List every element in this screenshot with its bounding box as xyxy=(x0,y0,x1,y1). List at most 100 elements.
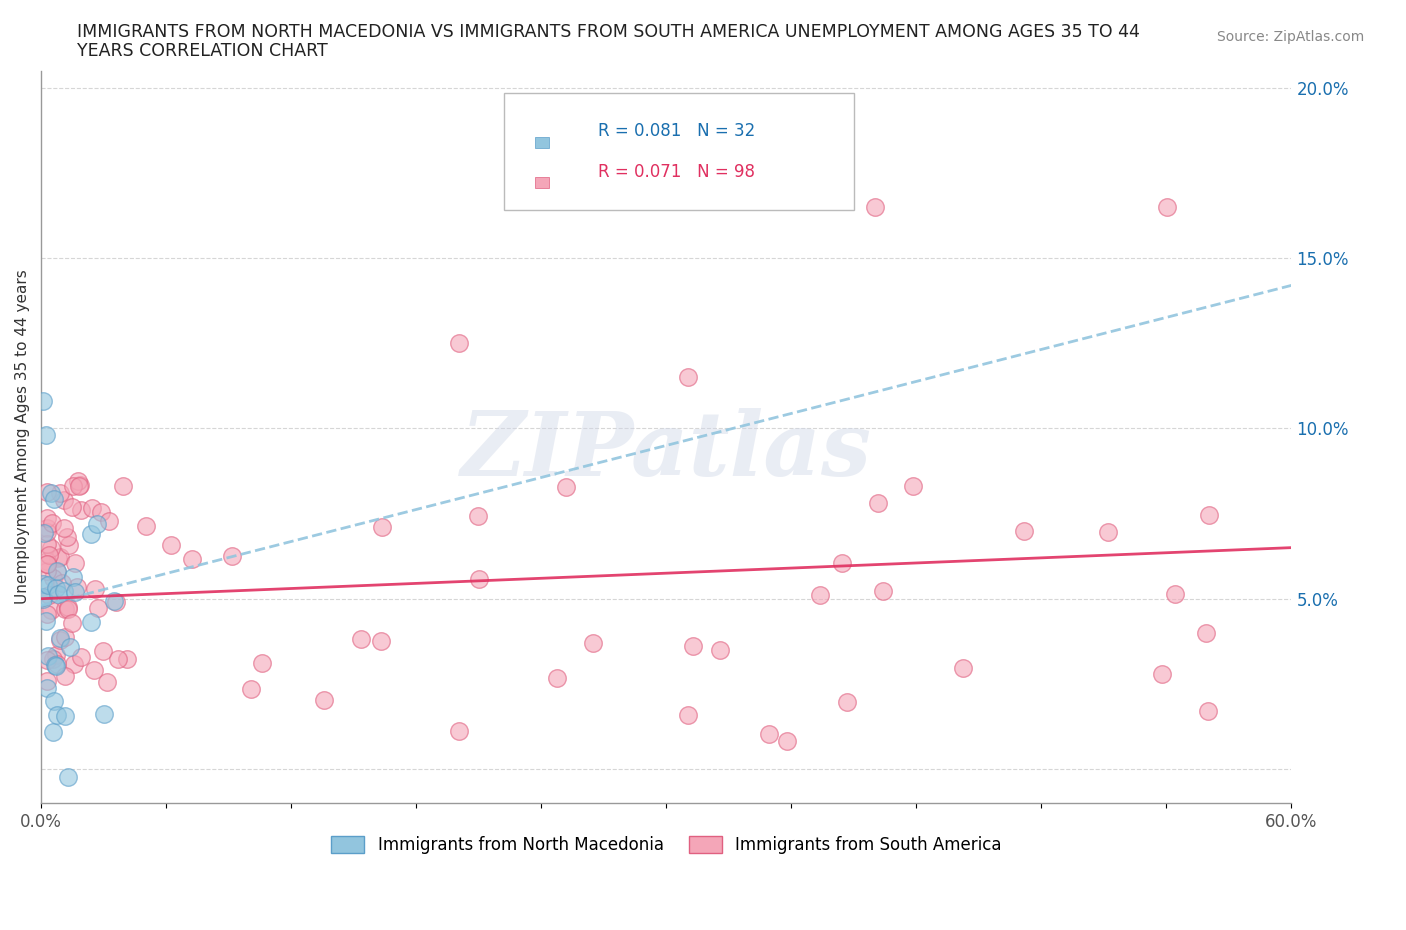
Point xyxy=(37,554,59,569)
Point xyxy=(53,630,76,644)
Point xyxy=(32,525,55,540)
FancyBboxPatch shape xyxy=(503,93,853,210)
Point xyxy=(831,556,853,571)
Point xyxy=(546,671,568,685)
Point xyxy=(45,580,67,595)
Point xyxy=(554,479,576,494)
Point xyxy=(37,564,59,578)
Point xyxy=(37,673,59,688)
Point xyxy=(87,601,110,616)
Point xyxy=(46,587,69,602)
Point xyxy=(91,644,114,658)
Point xyxy=(808,588,831,603)
Point xyxy=(1097,525,1119,539)
Point xyxy=(56,599,79,614)
Point xyxy=(66,580,89,595)
Point xyxy=(39,540,62,555)
Point xyxy=(111,478,134,493)
Point xyxy=(45,648,67,663)
Point xyxy=(63,584,86,599)
Point xyxy=(447,336,470,351)
Point xyxy=(872,584,894,599)
Point xyxy=(32,577,55,591)
Point xyxy=(103,593,125,608)
Point xyxy=(115,652,138,667)
Point xyxy=(678,370,700,385)
Point xyxy=(45,564,67,578)
Point xyxy=(314,692,336,707)
Point xyxy=(35,428,58,443)
Point xyxy=(32,393,55,408)
Point xyxy=(67,473,90,488)
Point xyxy=(93,706,115,721)
Point xyxy=(582,636,605,651)
Point xyxy=(37,649,59,664)
Point xyxy=(46,565,69,579)
Text: Source: ZipAtlas.com: Source: ZipAtlas.com xyxy=(1216,30,1364,44)
Point xyxy=(59,640,82,655)
Point xyxy=(90,505,112,520)
Point xyxy=(901,479,924,494)
Point xyxy=(135,518,157,533)
Point xyxy=(46,551,69,565)
Point xyxy=(41,603,63,618)
Point xyxy=(70,650,93,665)
Bar xyxy=(536,178,548,188)
Point xyxy=(49,485,72,500)
Point xyxy=(39,485,62,500)
Point xyxy=(37,485,59,499)
Point xyxy=(1195,626,1218,641)
Point xyxy=(37,537,59,551)
Point xyxy=(83,663,105,678)
Point xyxy=(467,509,489,524)
Point xyxy=(37,511,59,525)
Bar xyxy=(536,137,548,148)
Point xyxy=(83,581,105,596)
Point xyxy=(42,571,65,586)
Point xyxy=(44,694,66,709)
Point xyxy=(49,631,72,645)
Point xyxy=(32,590,55,604)
Legend: Immigrants from North Macedonia, Immigrants from South America: Immigrants from North Macedonia, Immigra… xyxy=(325,830,1008,860)
Point xyxy=(37,578,59,592)
Point xyxy=(371,519,394,534)
Point xyxy=(1012,524,1035,538)
Point xyxy=(53,709,76,724)
Point xyxy=(60,500,83,515)
Point xyxy=(80,614,103,629)
Point xyxy=(56,769,79,784)
Point xyxy=(868,496,890,511)
Point xyxy=(58,538,80,552)
Point xyxy=(53,493,76,508)
Point xyxy=(1156,200,1178,215)
Point xyxy=(48,632,70,647)
Point xyxy=(56,530,79,545)
Point xyxy=(160,538,183,552)
Point xyxy=(952,660,974,675)
Point xyxy=(86,516,108,531)
Point xyxy=(468,572,491,587)
Point xyxy=(682,639,704,654)
Point xyxy=(97,513,120,528)
Text: ZIPatlas: ZIPatlas xyxy=(461,408,872,495)
Point xyxy=(67,479,90,494)
Point xyxy=(35,614,58,629)
Point xyxy=(52,521,75,536)
Point xyxy=(96,674,118,689)
Point xyxy=(62,478,84,493)
Point xyxy=(38,548,60,563)
Text: R = 0.071   N = 98: R = 0.071 N = 98 xyxy=(598,163,755,180)
Point xyxy=(55,602,77,617)
Point xyxy=(37,525,59,539)
Point xyxy=(45,658,67,673)
Point xyxy=(350,632,373,647)
Point xyxy=(250,656,273,671)
Point xyxy=(46,708,69,723)
Point xyxy=(776,734,799,749)
Point xyxy=(32,591,55,606)
Point xyxy=(370,633,392,648)
Point xyxy=(42,492,65,507)
Point xyxy=(53,583,76,598)
Point xyxy=(63,556,86,571)
Point xyxy=(42,725,65,740)
